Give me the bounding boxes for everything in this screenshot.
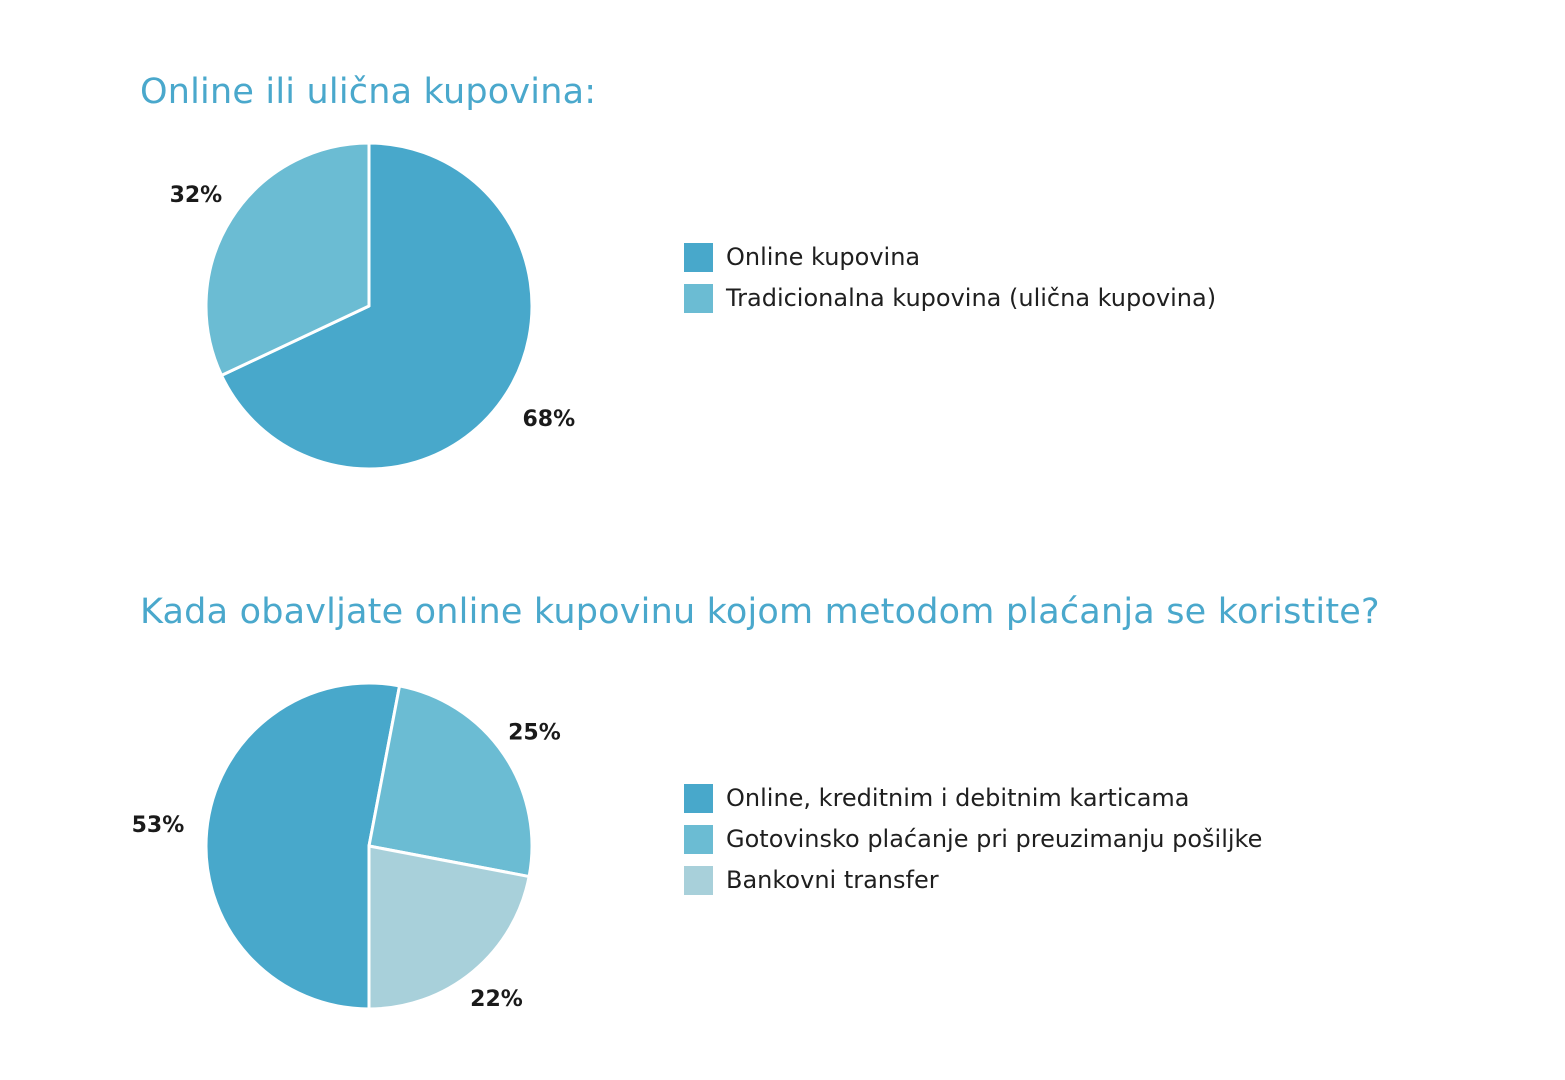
data-label-gotovinsko-placanje-pri-preuzimanju-posiljke: 25% [508, 721, 561, 746]
data-label-online-kreditnim-i-debitnim-karticama: 53% [132, 813, 185, 838]
pie-slice-online-kupovina [220, 141, 534, 471]
legend-label: Online, kreditnim i debitnim karticama [726, 784, 1190, 812]
data-label-bankovni-transfer: 22% [470, 987, 523, 1012]
legend-swatch [684, 283, 713, 313]
legend-swatch [684, 824, 713, 854]
pie-slice-bankovni-transfer [367, 844, 531, 1011]
legend-swatch [684, 865, 713, 895]
legend-item-bankovni-transfer: Bankovni transfer [684, 865, 1262, 895]
legend-swatch [684, 783, 713, 813]
legend-label: Bankovni transfer [726, 866, 939, 894]
legend-item-kartice: Online, kreditnim i debitnim karticama [684, 783, 1262, 813]
chart-1-legend: Online kupovina Tradicionalna kupovina (… [684, 242, 1216, 324]
legend-label: Gotovinsko plaćanje pri preuzimanju poši… [726, 825, 1263, 853]
chart-2-title: Kada obavljate online kupovinu kojom met… [140, 592, 1380, 632]
pie-slice-online-kreditnim-i-debitnim-karticama [204, 681, 402, 1011]
pie-slice-gotovinsko-placanje-pri-preuzimanju-posiljke [367, 684, 534, 879]
data-label-online-kupovina: 68% [523, 407, 576, 432]
chart-1-pie: 68% 32% [170, 141, 576, 471]
chart-2-legend: Online, kreditnim i debitnim karticama G… [684, 783, 1262, 906]
legend-item-gotovinsko: Gotovinsko plaćanje pri preuzimanju poši… [684, 824, 1262, 854]
chart-2-pie: 53% 25% 22% [132, 681, 561, 1012]
chart-1-title: Online ili ulična kupovina: [140, 72, 597, 112]
data-label-tradicionalna-kupovina-ulicna-kupovina: 32% [170, 183, 223, 208]
legend-label: Tradicionalna kupovina (ulična kupovina) [726, 284, 1217, 312]
pie-slice-tradicionalna-kupovina-ulicna-kupovina [204, 141, 371, 377]
legend-label: Online kupovina [726, 243, 921, 271]
legend-swatch [684, 242, 713, 272]
legend-item-online-kupovina: Online kupovina [684, 242, 1216, 272]
legend-item-tradicionalna-kupovina: Tradicionalna kupovina (ulična kupovina) [684, 283, 1216, 313]
